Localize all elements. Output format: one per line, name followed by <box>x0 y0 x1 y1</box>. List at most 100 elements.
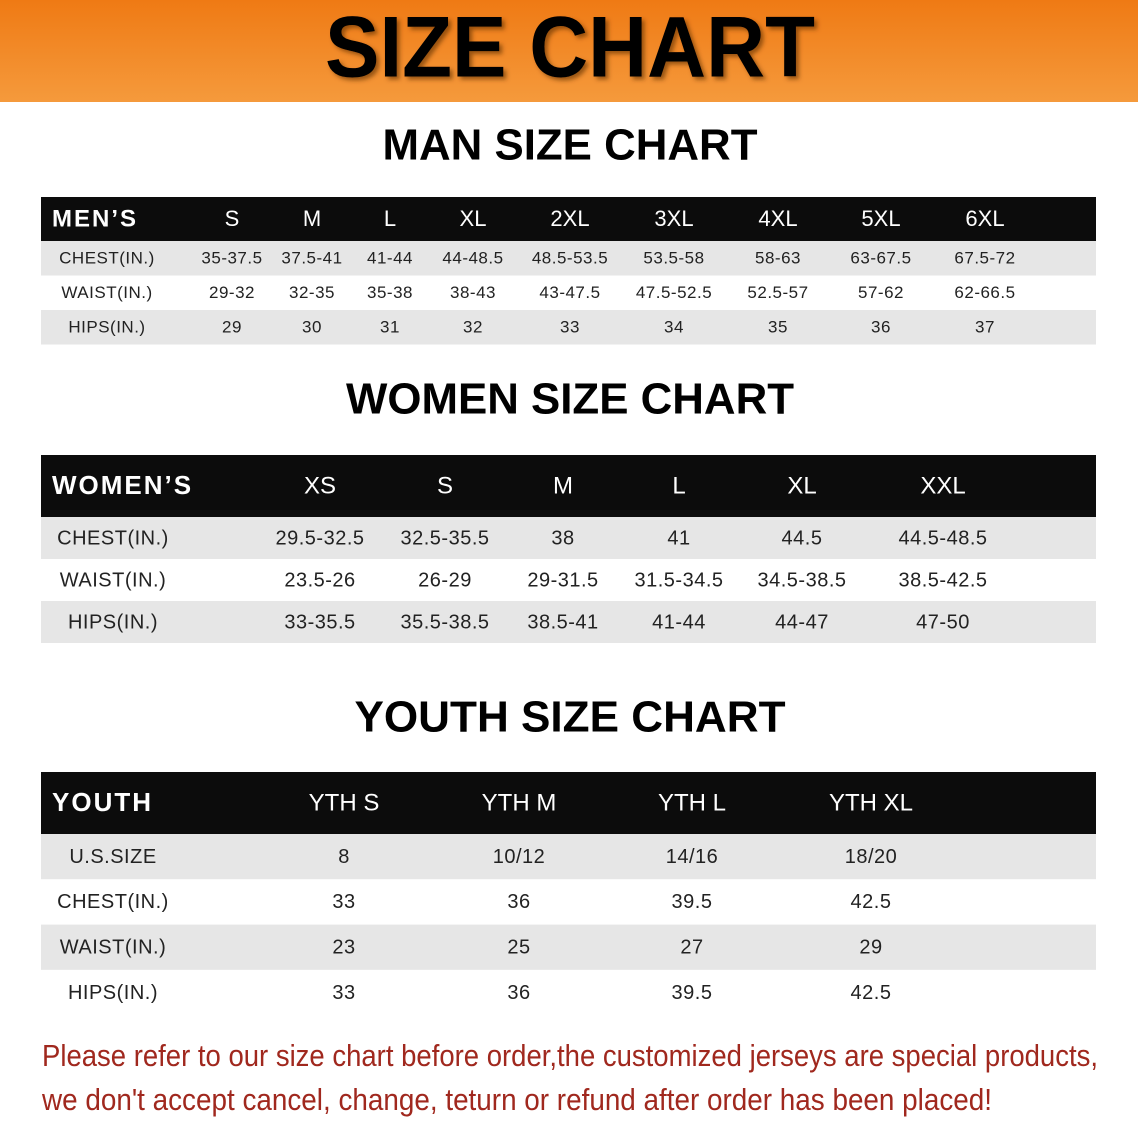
cell: 35-38 <box>367 283 413 302</box>
header-cell: XS <box>304 472 336 499</box>
row-label: CHEST(IN.) <box>59 249 155 268</box>
page-title: SIZE CHART <box>325 0 815 96</box>
header-cell: XL <box>787 472 816 499</box>
cell: 30 <box>302 318 322 337</box>
cell: 32 <box>463 318 483 337</box>
row-label: CHEST(IN.) <box>57 891 169 913</box>
cell: 14/16 <box>666 846 719 868</box>
cell: 42.5 <box>851 891 892 913</box>
cell: 35-37.5 <box>201 249 262 268</box>
cell: 53.5-58 <box>643 249 704 268</box>
cell: 33 <box>332 982 355 1004</box>
header-label: YOUTH <box>52 787 153 817</box>
cell: 34.5-38.5 <box>757 569 846 591</box>
cell: 32.5-35.5 <box>400 527 489 549</box>
table-row <box>41 310 1096 345</box>
table-row <box>41 275 1096 310</box>
cell: 47-50 <box>916 611 970 633</box>
cell: 36 <box>507 982 530 1004</box>
row-label: U.S.SIZE <box>69 846 156 868</box>
cell: 48.5-53.5 <box>532 249 608 268</box>
cell: 29.5-32.5 <box>275 527 364 549</box>
cell: 58-63 <box>755 249 801 268</box>
cell: 23.5-26 <box>284 569 355 591</box>
cell: 63-67.5 <box>850 249 911 268</box>
table-header <box>41 772 1096 834</box>
cell: 27 <box>680 937 703 959</box>
header-cell: YTH M <box>482 789 557 816</box>
section-heading: YOUTH SIZE CHART <box>355 693 786 742</box>
cell: 32-35 <box>289 283 335 302</box>
header-cell: S <box>437 472 453 499</box>
row-label: HIPS(IN.) <box>68 318 145 337</box>
header-label: MEN’S <box>52 205 138 232</box>
header-cell: YTH XL <box>829 789 913 816</box>
header-cell: M <box>553 472 573 499</box>
header-cell: L <box>384 206 396 231</box>
header-cell: 6XL <box>965 206 1004 231</box>
cell: 29 <box>222 318 242 337</box>
row-label: WAIST(IN.) <box>60 937 166 959</box>
cell: 33 <box>332 891 355 913</box>
banner <box>0 0 1138 102</box>
cell: 36 <box>507 891 530 913</box>
cell: 38.5-42.5 <box>898 569 987 591</box>
cell: 31 <box>380 318 400 337</box>
cell: 44-47 <box>775 611 829 633</box>
header-label: WOMEN’S <box>52 470 193 500</box>
cell: 39.5 <box>672 982 713 1004</box>
cell: 38-43 <box>450 283 496 302</box>
cell: 33 <box>560 318 580 337</box>
header-cell: 2XL <box>550 206 589 231</box>
cell: 23 <box>332 937 355 959</box>
table-row <box>41 601 1096 643</box>
row-label: WAIST(IN.) <box>61 283 152 302</box>
notice-line: we don't accept cancel, change, teturn o… <box>41 1082 992 1117</box>
cell: 34 <box>664 318 684 337</box>
table-row <box>41 517 1096 559</box>
cell: 35.5-38.5 <box>400 611 489 633</box>
row-label: WAIST(IN.) <box>60 569 166 591</box>
header-cell: YTH L <box>658 789 726 816</box>
header-cell: S <box>225 206 240 231</box>
header-cell: 4XL <box>758 206 797 231</box>
cell: 26-29 <box>418 569 472 591</box>
row-label: HIPS(IN.) <box>68 611 158 633</box>
header-cell: 5XL <box>861 206 900 231</box>
cell: 25 <box>507 937 530 959</box>
header-cell: M <box>303 206 321 231</box>
cell: 37 <box>975 318 995 337</box>
cell: 43-47.5 <box>539 283 600 302</box>
cell: 67.5-72 <box>954 249 1015 268</box>
cell: 44.5-48.5 <box>898 527 987 549</box>
cell: 47.5-52.5 <box>636 283 712 302</box>
table-row <box>41 241 1096 276</box>
table-header <box>41 197 1096 241</box>
table-row <box>41 559 1096 601</box>
cell: 8 <box>338 846 350 868</box>
section-heading: MAN SIZE CHART <box>383 121 758 170</box>
header-cell: L <box>672 472 685 499</box>
cell: 38 <box>551 527 574 549</box>
cell: 18/20 <box>845 846 898 868</box>
cell: 38.5-41 <box>527 611 598 633</box>
cell: 36 <box>871 318 891 337</box>
cell: 33-35.5 <box>284 611 355 633</box>
cell: 62-66.5 <box>954 283 1015 302</box>
cell: 10/12 <box>493 846 546 868</box>
cell: 29 <box>859 937 882 959</box>
cell: 57-62 <box>858 283 904 302</box>
cell: 52.5-57 <box>747 283 808 302</box>
table-row <box>41 879 1096 925</box>
cell: 31.5-34.5 <box>634 569 723 591</box>
table-row <box>41 924 1096 970</box>
cell: 41-44 <box>367 249 413 268</box>
header-cell: XXL <box>920 472 965 499</box>
cell: 41-44 <box>652 611 706 633</box>
cell: 44.5 <box>782 527 823 549</box>
cell: 29-31.5 <box>527 569 598 591</box>
header-cell: YTH S <box>309 789 380 816</box>
cell: 39.5 <box>672 891 713 913</box>
table-row <box>41 834 1096 880</box>
row-label: HIPS(IN.) <box>68 982 158 1004</box>
